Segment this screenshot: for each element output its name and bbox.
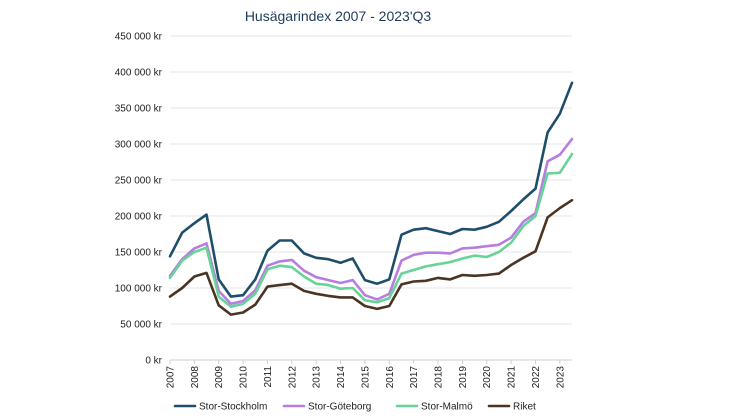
chart-title: Husägarindex 2007 - 2023'Q3 — [245, 8, 432, 24]
y-tick-label: 0 kr — [145, 356, 162, 367]
series-lines — [168, 81, 574, 316]
legend-label: Riket — [513, 402, 536, 413]
x-tick-label: 2015 — [360, 366, 371, 389]
x-tick-label: 2019 — [458, 366, 469, 389]
y-axis-ticks: 0 kr 50 000 kr 100 000 kr 150 000 kr 200 000… — [115, 32, 163, 367]
x-tick-label: 2012 — [287, 366, 298, 389]
y-tick-label: 150 000 kr — [115, 248, 163, 259]
legend: Stor-Stockholm Stor-Göteborg Stor-Malmö Rik… — [173, 402, 536, 413]
y-tick-label: 50 000 kr — [120, 320, 162, 331]
legend-label: Stor-Malmö — [421, 402, 473, 413]
x-tick-label: 2017 — [409, 366, 420, 389]
series-line-stor-malm- — [168, 152, 574, 309]
x-tick-label: 2020 — [482, 366, 493, 389]
x-tick-label: 2022 — [531, 366, 542, 389]
x-tick-label: 2007 — [166, 366, 177, 389]
x-tick-label: 2011 — [263, 366, 274, 388]
x-tick-label: 2014 — [336, 366, 347, 389]
y-tick-label: 350 000 kr — [115, 104, 163, 115]
legend-label: Stor-Göteborg — [308, 402, 371, 413]
y-tick-label: 200 000 kr — [115, 212, 163, 223]
x-axis-ticks: 2007 2008 2009 2010 2011 2012 2013 2014 2015 2016… — [166, 360, 566, 389]
y-tick-label: 250 000 kr — [115, 176, 163, 187]
series-line-stor-g-teborg — [168, 137, 574, 306]
x-tick-label: 2013 — [312, 366, 323, 389]
x-tick-label: 2018 — [434, 366, 445, 389]
series-line-stor-stockholm — [168, 81, 574, 298]
x-tick-label: 2021 — [507, 366, 518, 389]
y-tick-label: 450 000 kr — [115, 32, 163, 43]
series-line-riket — [168, 198, 574, 316]
y-tick-label: 400 000 kr — [115, 68, 163, 79]
y-tick-label: 300 000 kr — [115, 140, 163, 151]
x-tick-label: 2016 — [385, 366, 396, 389]
x-tick-label: 2008 — [190, 366, 201, 389]
gridlines — [170, 35, 572, 361]
x-tick-label: 2023 — [555, 366, 566, 389]
x-tick-label: 2010 — [239, 366, 250, 389]
x-tick-label: 2009 — [214, 366, 225, 389]
y-tick-label: 100 000 kr — [115, 284, 163, 295]
legend-label: Stor-Stockholm — [199, 402, 267, 413]
